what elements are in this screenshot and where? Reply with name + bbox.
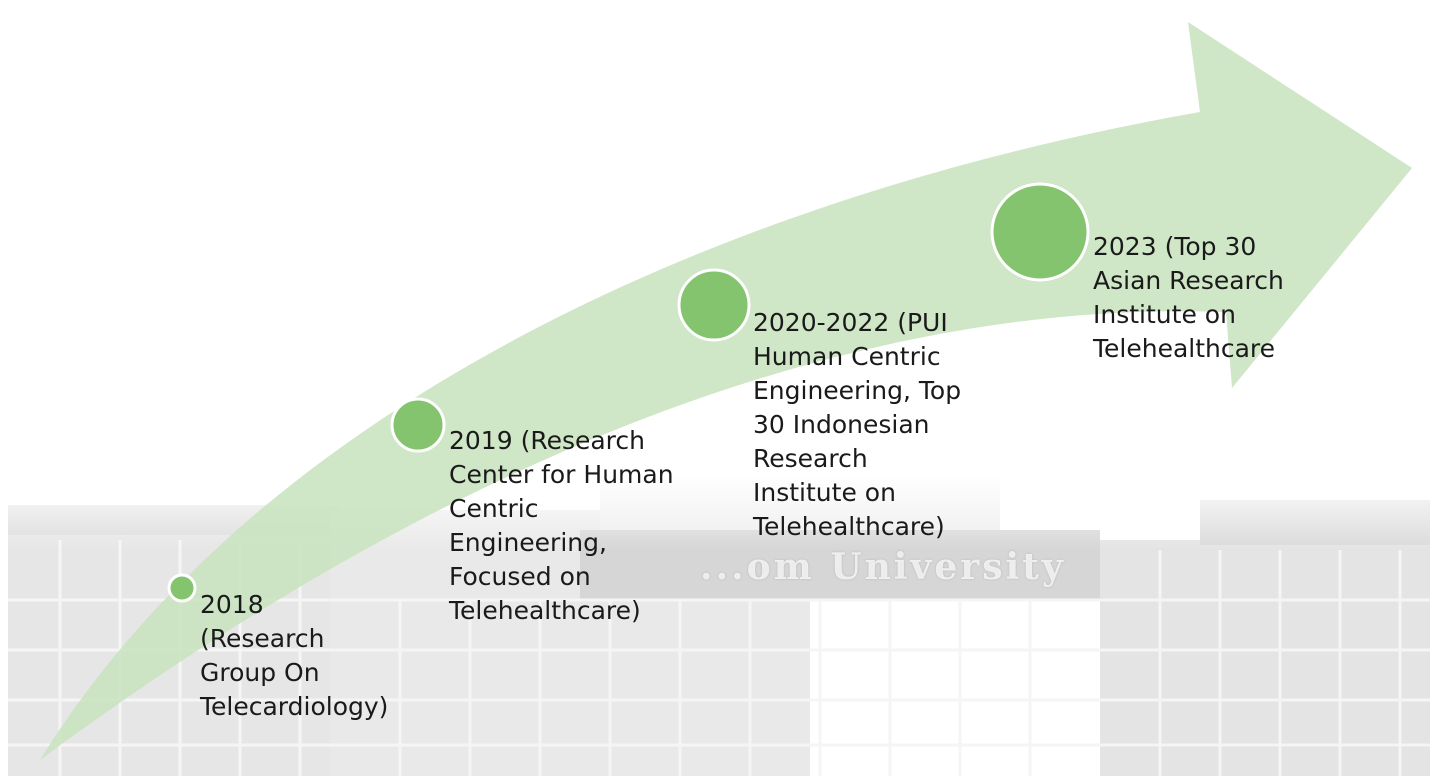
- milestone-node-2019: [390, 397, 446, 453]
- milestone-node-2020-2022: [677, 268, 751, 342]
- milestone-label-2018: 2018 (Research Group On Telecardiology): [200, 590, 389, 721]
- milestone-node-2018: [167, 573, 197, 603]
- milestone-label-2023: 2023 (Top 30 Asian Research Institute on…: [1093, 232, 1284, 363]
- milestone-label-2020-2022: 2020-2022 (PUI Human Centric Engineering…: [753, 308, 962, 541]
- milestone-node-2023: [990, 182, 1090, 282]
- milestone-label-2019: 2019 (Research Center for Human Centric …: [449, 426, 674, 625]
- building-sign-text: ...om University: [700, 546, 1066, 588]
